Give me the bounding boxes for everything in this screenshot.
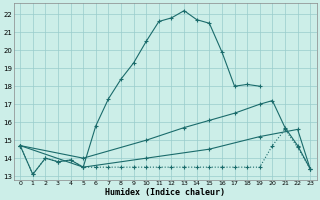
X-axis label: Humidex (Indice chaleur): Humidex (Indice chaleur)	[105, 188, 225, 197]
